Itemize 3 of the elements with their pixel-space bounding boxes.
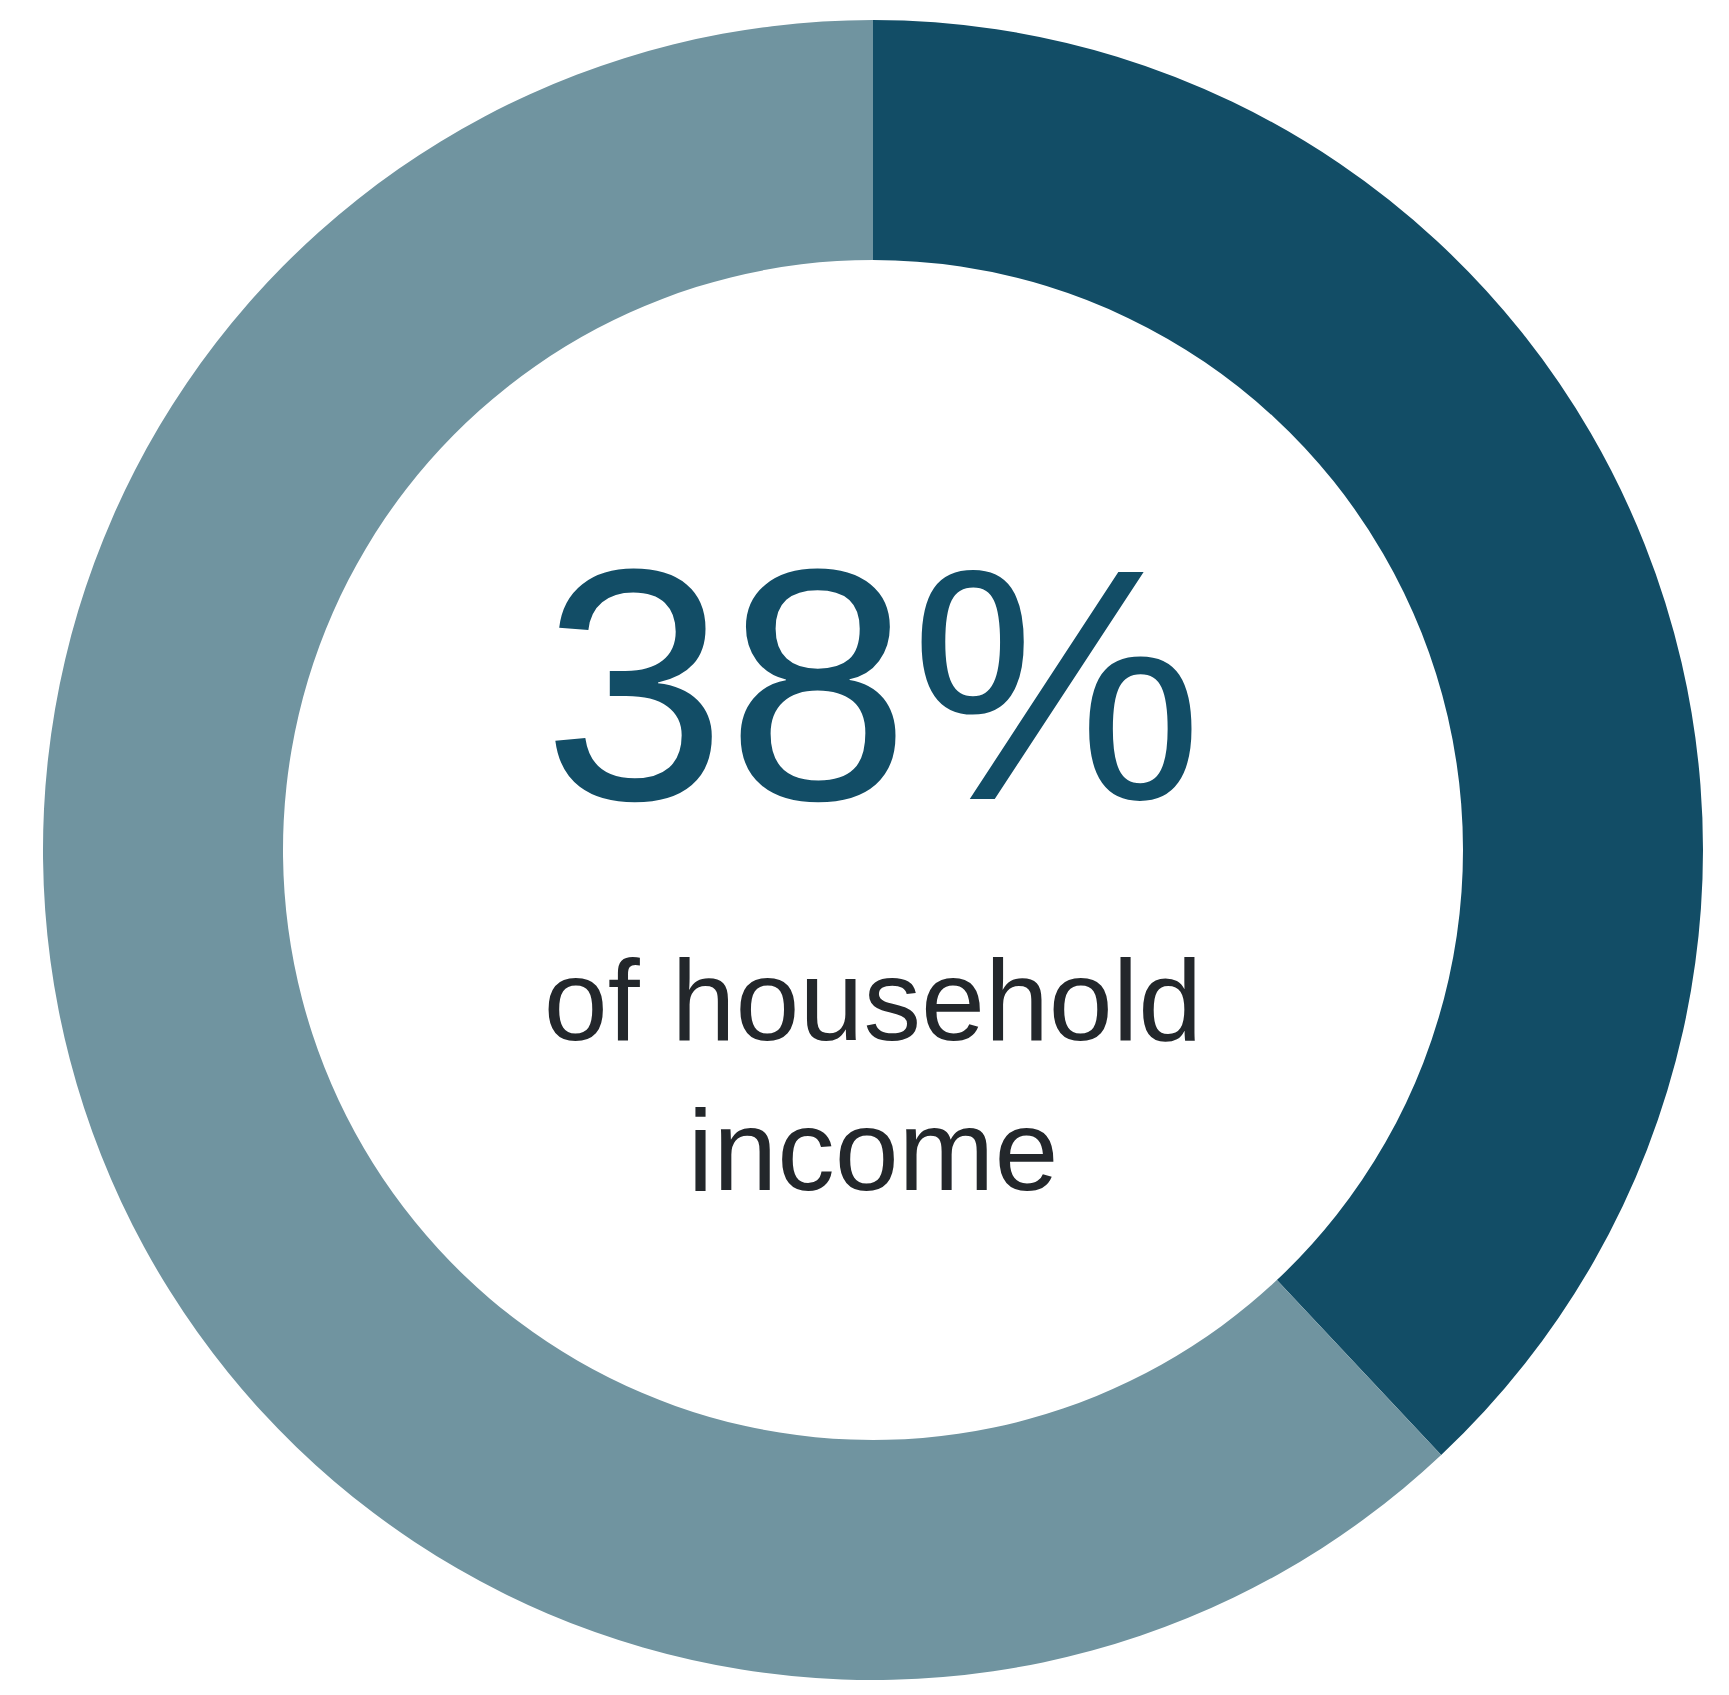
donut-slice	[43, 20, 1442, 1680]
text: of household income	[543, 936, 1203, 1214]
text: 38%	[542, 500, 1204, 869]
